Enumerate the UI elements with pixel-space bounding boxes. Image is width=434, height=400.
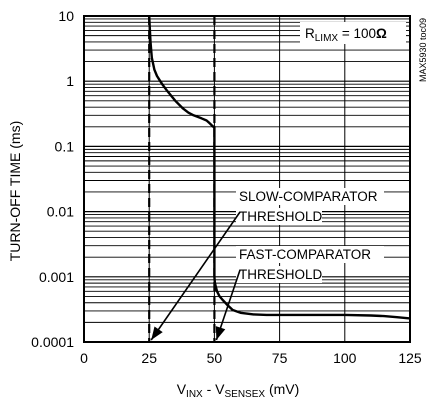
plot-frame [83, 15, 411, 343]
arrow-fast-head [215, 326, 226, 340]
annotation-slow-bg [236, 188, 384, 205]
x-tick-label-4: 100 [333, 350, 357, 366]
x-label-mid: - V [203, 381, 225, 397]
condition-box [300, 22, 406, 44]
annotation-slow-comparator: SLOW-COMPARATOR THRESHOLD [236, 188, 384, 225]
x-label-sub1: INX [186, 389, 203, 400]
annotation-slow-line1: SLOW-COMPARATOR [239, 189, 378, 204]
x-tick-label-3: 75 [272, 350, 288, 366]
annotation-fast-line2: THRESHOLD [239, 267, 323, 282]
figure-id: MAX5930 toc09 [418, 18, 428, 82]
series-curve-0 [148, 15, 411, 320]
annotation-fast-comparator: FAST-COMPARATOR THRESHOLD [236, 246, 384, 283]
x-tick-label-1: 25 [141, 350, 157, 366]
y-tick-label-3: 0.1 [55, 138, 75, 154]
y-axis-label: TURN-OFF TIME (ms) [7, 121, 23, 262]
annotation-slow-bg2 [236, 208, 322, 225]
y-tick-label-5: 10 [58, 8, 74, 24]
arrow-slow-head [151, 326, 163, 340]
condition-label: RLIMX = 100Ω [305, 26, 387, 44]
annotation-fast-line1: FAST-COMPARATOR [239, 247, 371, 262]
y-tick-label-1: 0.001 [39, 269, 74, 285]
annotation-slow-line2: THRESHOLD [239, 209, 323, 224]
x-label-sub2: SENSEX [225, 389, 266, 400]
condition-unit: Ω [376, 26, 387, 41]
x-tick-label-0: 0 [80, 350, 88, 366]
condition-value: = 100 [338, 26, 376, 41]
condition-sub: LIMX [315, 33, 339, 44]
threshold-lines [148, 16, 216, 342]
y-tick-labels: 0.0001 0.001 0.01 0.1 1 10 [31, 8, 74, 350]
annotation-fast-bg2 [236, 266, 322, 283]
y-tick-label-0: 0.0001 [31, 334, 74, 350]
x-tick-labels: 0 25 50 75 100 125 [80, 350, 422, 366]
x-tick-label-2: 50 [207, 350, 223, 366]
series-layer [148, 15, 411, 320]
x-label-v1: V [177, 381, 187, 397]
annotation-arrows [150, 211, 241, 341]
annotation-fast-bg [236, 246, 384, 263]
y-tick-label-4: 1 [66, 73, 74, 89]
arrow-slow-line [150, 211, 241, 341]
grid-lines [83, 16, 411, 343]
x-axis-label: VINX - VSENSEX (mV) [177, 381, 300, 400]
x-label-tail: (mV) [265, 381, 299, 397]
x-tick-label-5: 125 [398, 350, 422, 366]
y-tick-label-2: 0.01 [47, 204, 74, 220]
condition-r: R [305, 26, 315, 41]
